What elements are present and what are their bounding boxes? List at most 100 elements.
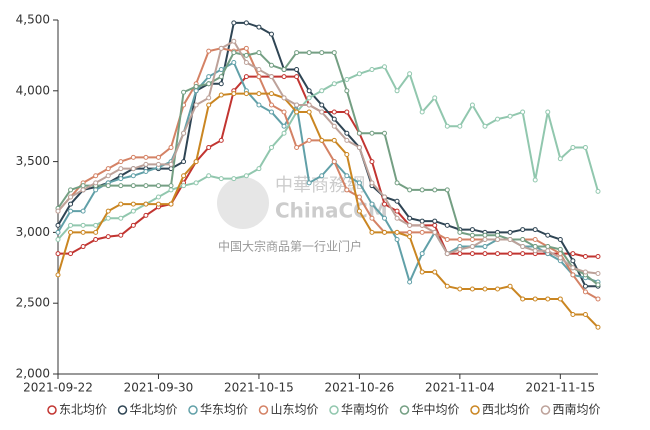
point — [231, 91, 237, 97]
point — [306, 88, 312, 94]
point — [545, 248, 551, 254]
point — [68, 229, 74, 235]
point — [356, 194, 362, 200]
point — [382, 130, 388, 136]
point — [419, 251, 425, 257]
point — [331, 81, 337, 87]
point — [118, 232, 124, 238]
point — [68, 208, 74, 214]
point — [582, 253, 588, 259]
point — [419, 218, 425, 224]
point — [155, 201, 161, 207]
point — [582, 269, 588, 275]
point — [344, 88, 350, 94]
point — [206, 74, 212, 80]
point — [482, 251, 488, 257]
point — [432, 229, 438, 235]
point — [432, 269, 438, 275]
point — [80, 222, 86, 228]
point — [394, 236, 400, 242]
point — [469, 251, 475, 257]
point — [356, 208, 362, 214]
legend-marker — [188, 405, 198, 415]
point — [55, 251, 61, 257]
point — [394, 180, 400, 186]
point — [319, 88, 325, 94]
point — [243, 173, 249, 179]
legend-label: 西南均价 — [553, 402, 601, 417]
point — [595, 253, 601, 259]
point — [193, 84, 199, 90]
point — [218, 176, 224, 182]
point — [331, 50, 337, 56]
point — [545, 244, 551, 250]
point — [294, 74, 300, 80]
legend-item: 华中均价 — [399, 402, 460, 417]
legend-label: 华中均价 — [412, 402, 460, 417]
point — [243, 45, 249, 51]
point — [469, 286, 475, 292]
point — [231, 50, 237, 56]
point — [444, 251, 450, 257]
point — [256, 102, 262, 108]
point — [55, 272, 61, 278]
point — [218, 67, 224, 73]
point — [206, 144, 212, 150]
point — [532, 227, 538, 233]
point — [168, 144, 174, 150]
legend-label: 西北均价 — [482, 403, 530, 417]
point — [319, 50, 325, 56]
point — [130, 222, 136, 228]
point — [243, 20, 249, 26]
point — [482, 244, 488, 250]
point — [469, 232, 475, 238]
point — [143, 169, 149, 175]
point — [407, 215, 413, 221]
point — [394, 198, 400, 204]
y-tick-label: 2,500 — [16, 296, 50, 310]
point — [432, 187, 438, 193]
point — [457, 286, 463, 292]
point — [105, 234, 111, 240]
legend-label: 东北均价 — [59, 403, 107, 417]
point — [243, 91, 249, 97]
point — [570, 144, 576, 150]
point — [570, 258, 576, 264]
point — [130, 183, 136, 189]
point — [495, 251, 501, 257]
point — [281, 74, 287, 80]
point — [193, 180, 199, 186]
point — [319, 173, 325, 179]
point — [118, 166, 124, 172]
point — [382, 201, 388, 207]
point — [268, 62, 274, 68]
point — [507, 113, 513, 119]
x-tick-label: 2021-11-04 — [425, 381, 495, 395]
point — [80, 244, 86, 250]
point — [595, 296, 601, 302]
point — [407, 222, 413, 228]
point — [193, 88, 199, 94]
legend-marker — [470, 405, 480, 415]
point — [143, 154, 149, 160]
point — [256, 67, 262, 73]
watermark-text: ChinaCCM — [275, 199, 388, 223]
point — [344, 152, 350, 158]
point — [331, 123, 337, 129]
point — [344, 76, 350, 82]
legend-item: 山东均价 — [258, 403, 319, 417]
point — [155, 154, 161, 160]
point — [231, 176, 237, 182]
point — [382, 215, 388, 221]
point — [369, 229, 375, 235]
point — [369, 215, 375, 221]
point — [444, 123, 450, 129]
point — [507, 236, 513, 242]
point — [532, 177, 538, 183]
x-tick-label: 2021-11-15 — [525, 381, 595, 395]
point — [93, 222, 99, 228]
legend-label: 华南均价 — [341, 402, 389, 417]
point — [168, 201, 174, 207]
point — [306, 95, 312, 101]
point — [218, 81, 224, 87]
